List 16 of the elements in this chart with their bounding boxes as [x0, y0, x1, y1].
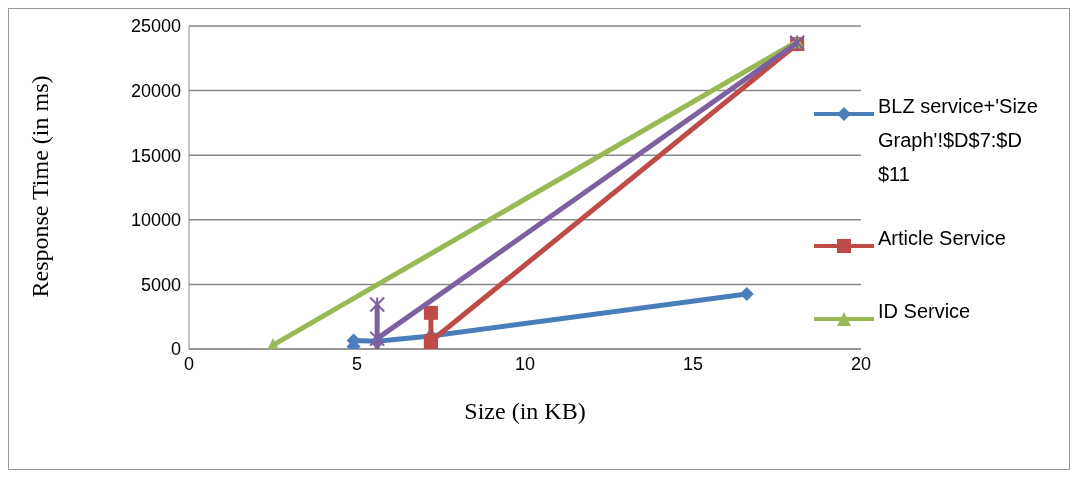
y-tick-label: 5000: [140, 274, 181, 295]
legend-label: Article Service: [878, 226, 1006, 251]
y-tick-label: 15000: [130, 145, 181, 166]
y-tick-label: 0: [170, 339, 181, 360]
legend-label: ID Service: [878, 299, 971, 324]
x-axis-title: Size (in KB): [464, 398, 586, 424]
y-tick-label: 10000: [130, 210, 181, 231]
x-tick-label: 20: [850, 353, 872, 374]
y-tick-label: 25000: [130, 16, 181, 37]
x-tick-label: 0: [183, 353, 195, 374]
x-tick-label: 10: [514, 353, 536, 374]
x-tick-label: 5: [351, 353, 363, 374]
x-tick-label: 15: [682, 353, 704, 374]
y-tick-label: 20000: [130, 80, 181, 101]
y-axis-title: Response Time (in ms): [26, 75, 53, 298]
legend-label: BLZ service+'Size Graph'!$D$7:$D$11: [878, 94, 1039, 187]
